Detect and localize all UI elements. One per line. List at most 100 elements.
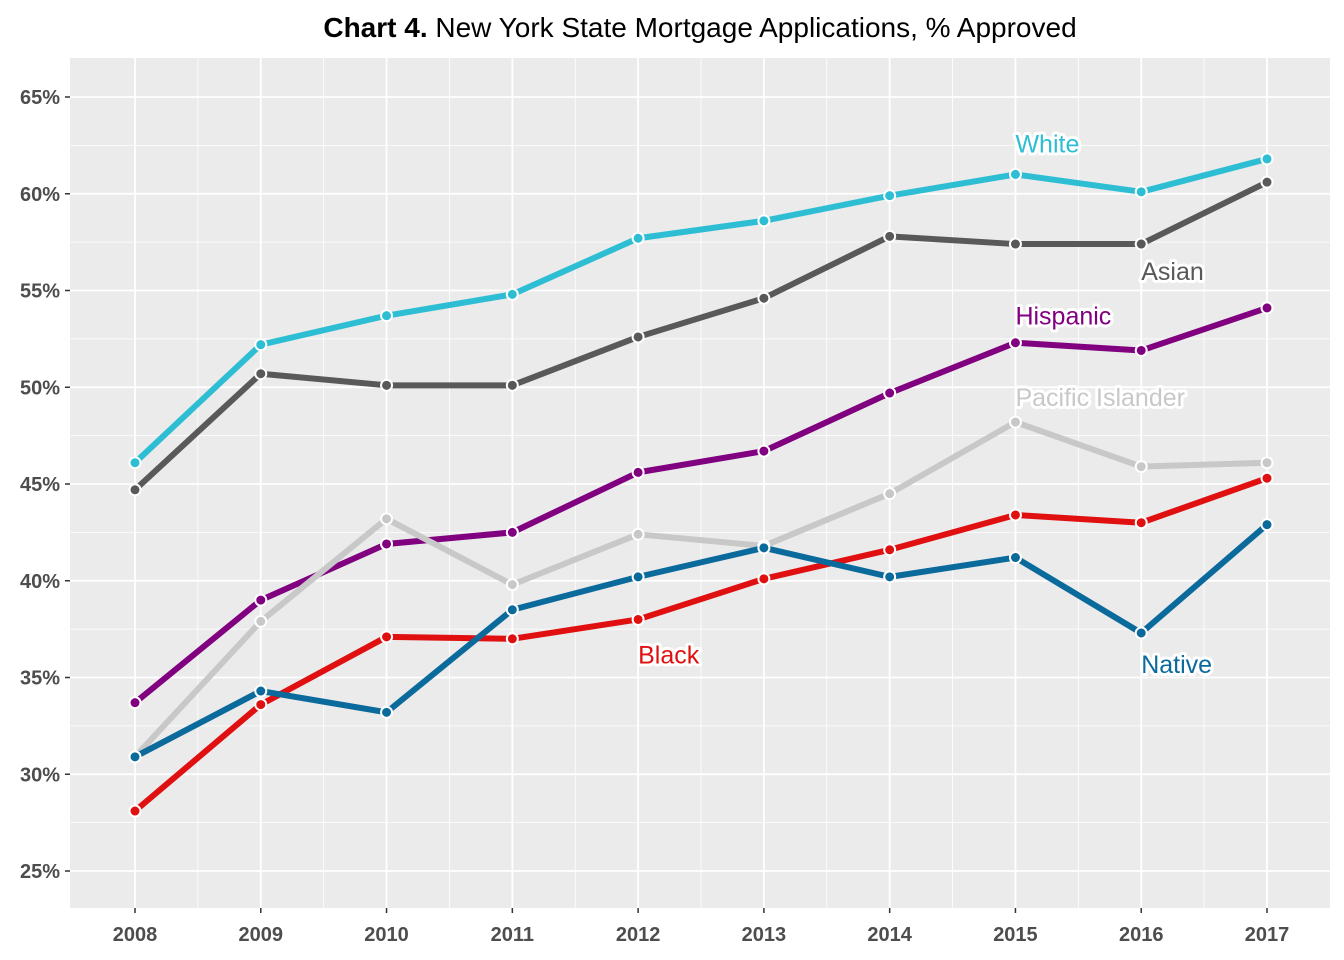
series-label-native: Native [1141,651,1212,679]
x-tick-label: 2011 [491,924,534,946]
data-point [128,804,142,818]
data-point [883,229,897,243]
series-line-white [132,155,1270,466]
data-point [631,570,645,584]
series-black [128,471,1274,818]
axes: 25% 30% 35% 40% 45% 50% 55% 60% 65% 2008 2009 2010 2… [20,87,1289,946]
series-label-pacific-islander: Pacific Islander [1015,384,1185,412]
data-point [1260,471,1274,485]
data-point [757,214,771,228]
series-label-black: Black [638,641,700,669]
grid-lines [70,58,1330,908]
data-point [380,537,394,551]
data-point [505,287,519,301]
data-point [254,367,268,381]
series-lines [128,152,1274,818]
data-point [505,525,519,539]
data-point [883,487,897,501]
data-point [380,309,394,323]
data-point [1134,237,1148,251]
data-point [380,512,394,526]
data-point [1134,626,1148,640]
data-point [254,698,268,712]
data-point [128,696,142,710]
data-point [631,527,645,541]
y-tick-label: 65% [20,87,60,109]
data-point [1260,152,1274,166]
data-point [1134,343,1148,357]
data-point [1134,460,1148,474]
series-asian [128,175,1274,497]
x-tick-label: 2017 [1245,924,1290,946]
data-point [380,705,394,719]
data-point [380,630,394,644]
data-point [1008,167,1022,181]
data-point [254,338,268,352]
data-point [505,632,519,646]
x-tick-label: 2008 [113,924,158,946]
data-point [1260,456,1274,470]
data-point [505,378,519,392]
series-pacific-islander [128,415,1274,764]
x-tick-label: 2012 [616,924,661,946]
series-white [128,152,1274,470]
x-tick-label: 2013 [742,924,787,946]
data-point [1008,415,1022,429]
data-point [380,378,394,392]
data-point [505,603,519,617]
data-point [757,572,771,586]
data-point [128,456,142,470]
data-point [505,578,519,592]
data-point [883,386,897,400]
data-point [631,231,645,245]
data-point [631,465,645,479]
data-point [631,612,645,626]
y-tick-label: 35% [20,668,60,690]
series-line-native [132,521,1270,760]
plot-panel [70,58,1330,908]
data-point [128,483,142,497]
data-point [883,189,897,203]
series-native [128,518,1274,764]
data-point [1008,551,1022,565]
data-point [254,684,268,698]
series-label-hispanic: Hispanic [1015,303,1111,331]
data-point [1008,237,1022,251]
data-point [631,330,645,344]
data-point [883,570,897,584]
data-point [128,750,142,764]
y-tick-label: 45% [20,474,60,496]
series-label-white: White [1015,130,1079,158]
y-tick-label: 60% [20,184,60,206]
y-tick-label: 50% [20,377,60,399]
data-point [757,291,771,305]
data-point [1134,516,1148,530]
x-tick-label: 2010 [364,924,409,946]
y-tick-label: 30% [20,764,60,786]
data-point [254,614,268,628]
x-tick-label: 2009 [239,924,284,946]
data-point [1008,336,1022,350]
data-point [757,444,771,458]
series-line-black [132,475,1270,815]
chart-title-text: New York State Mortgage Applications, % … [428,12,1077,43]
y-tick-label: 25% [20,861,60,883]
series-line-pacific-islander [132,419,1270,760]
x-tick-label: 2014 [867,924,912,946]
data-point [1260,518,1274,532]
data-point [1260,301,1274,315]
series-line-asian [132,179,1270,493]
data-point [883,543,897,557]
data-point [1260,175,1274,189]
x-tick-label: 2015 [993,924,1038,946]
series-labels: White Asian Hispanic Pacific Islander Black N… [635,127,1215,682]
series-label-asian: Asian [1141,258,1204,286]
y-tick-label: 40% [20,571,60,593]
data-point [757,541,771,555]
x-tick-label: 2016 [1119,924,1164,946]
chart-title: Chart 4. New York State Mortgage Applica… [323,12,1076,43]
chart-title-prefix: Chart 4. [323,12,427,43]
y-tick-label: 55% [20,281,60,303]
